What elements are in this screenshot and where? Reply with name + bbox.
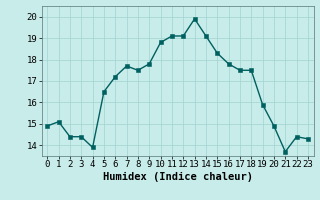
X-axis label: Humidex (Indice chaleur): Humidex (Indice chaleur) bbox=[103, 172, 252, 182]
